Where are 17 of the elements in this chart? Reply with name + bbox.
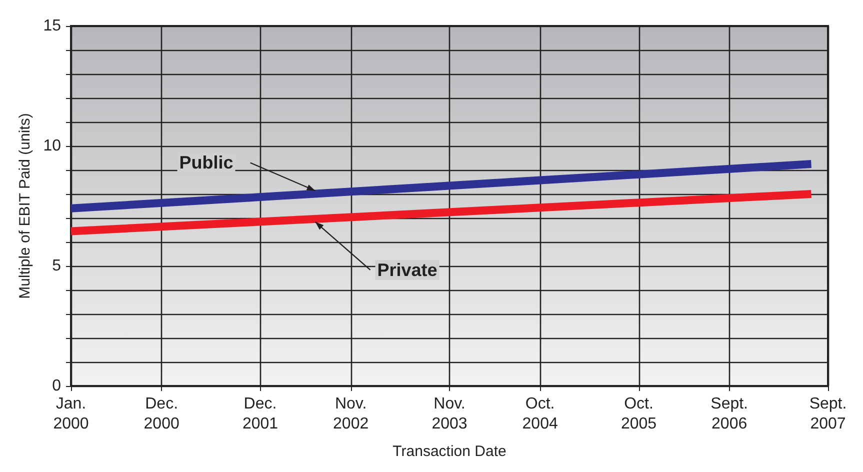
y-tick-label: 0 [52,378,62,394]
x-tick-label: Oct. 2004 [522,396,558,432]
y-tick-label: 10 [43,138,62,154]
x-axis-title: Transaction Date [392,443,506,460]
y-axis-title: Multiple of EBIT Paid (units) [16,113,34,299]
x-tick-label: Nov. 2003 [432,396,468,432]
x-tick-label: Oct. 2005 [620,396,657,432]
x-tick-label: Dec. 2001 [242,396,278,432]
y-tick-label: 15 [43,18,62,34]
x-tick-label: Sept. 2007 [809,396,847,432]
x-tick-label: Sept. 2006 [710,396,748,432]
x-tick-label: Jan. 2000 [53,396,89,432]
x-tick-label: Dec. 2000 [144,396,180,432]
text: Private [377,260,438,280]
x-tick-label: Nov. 2002 [333,396,369,432]
y-tick-label: 5 [52,258,62,274]
series-label: Public [179,152,234,173]
